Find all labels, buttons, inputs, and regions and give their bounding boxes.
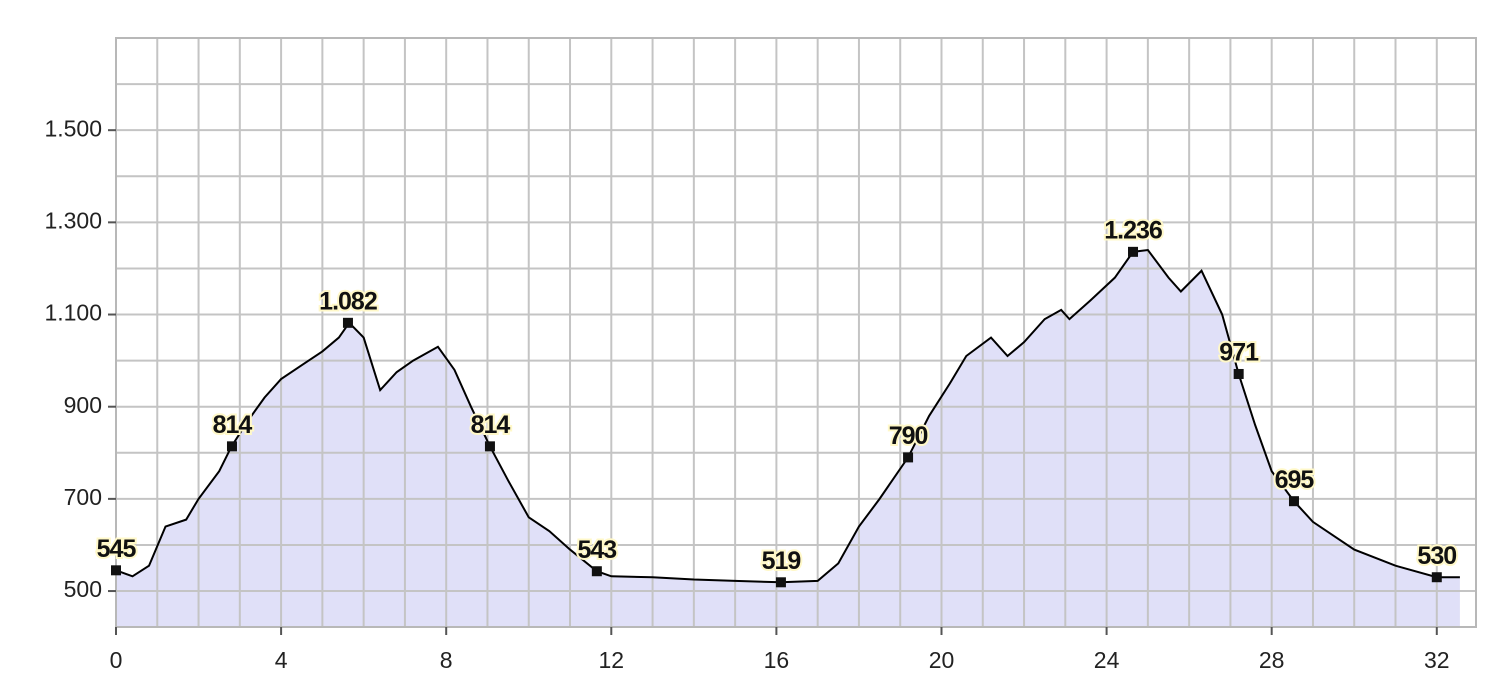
point-label: 530: [1417, 542, 1456, 570]
y-tick-label: 500: [64, 576, 102, 602]
point-marker: [342, 317, 353, 328]
point-marker: [1233, 368, 1244, 379]
y-tick-label: 700: [64, 484, 102, 510]
y-tick-label: 900: [64, 392, 102, 418]
point-label: 814: [213, 411, 253, 439]
point-label: 790: [889, 422, 928, 450]
x-tick-label: 20: [929, 647, 955, 673]
x-tick-label: 16: [764, 647, 790, 673]
point-marker: [111, 565, 121, 576]
x-tick-label: 4: [275, 647, 288, 673]
point-label: 1.236: [1104, 216, 1162, 244]
point-marker: [226, 441, 237, 452]
y-tick-label: 1.100: [44, 300, 102, 326]
point-label: 971: [1219, 339, 1259, 367]
point-marker: [1431, 572, 1442, 583]
point-marker: [1288, 496, 1299, 507]
point-marker: [484, 441, 495, 452]
x-tick-label: 28: [1259, 647, 1285, 673]
y-tick-label: 1.500: [44, 115, 102, 141]
y-tick-label: 1.300: [44, 207, 102, 233]
point-label: 545: [97, 535, 137, 563]
point-label: 519: [762, 547, 801, 575]
plot-border: [115, 37, 1477, 628]
x-tick-label: 8: [440, 647, 453, 673]
x-tick-label: 0: [110, 647, 123, 673]
x-tick-label: 12: [598, 647, 624, 673]
point-label: 1.082: [319, 287, 377, 315]
point-marker: [591, 566, 602, 577]
point-marker: [775, 577, 786, 588]
x-tick-label: 32: [1424, 647, 1450, 673]
point-label: 543: [577, 536, 616, 564]
point-marker: [903, 452, 914, 463]
point-label: 814: [471, 411, 511, 439]
point-label: 695: [1275, 466, 1315, 494]
x-tick-label: 24: [1094, 647, 1120, 673]
area-fill: [116, 250, 1460, 628]
point-marker: [1128, 246, 1139, 257]
profile-line: [115, 248, 1460, 584]
